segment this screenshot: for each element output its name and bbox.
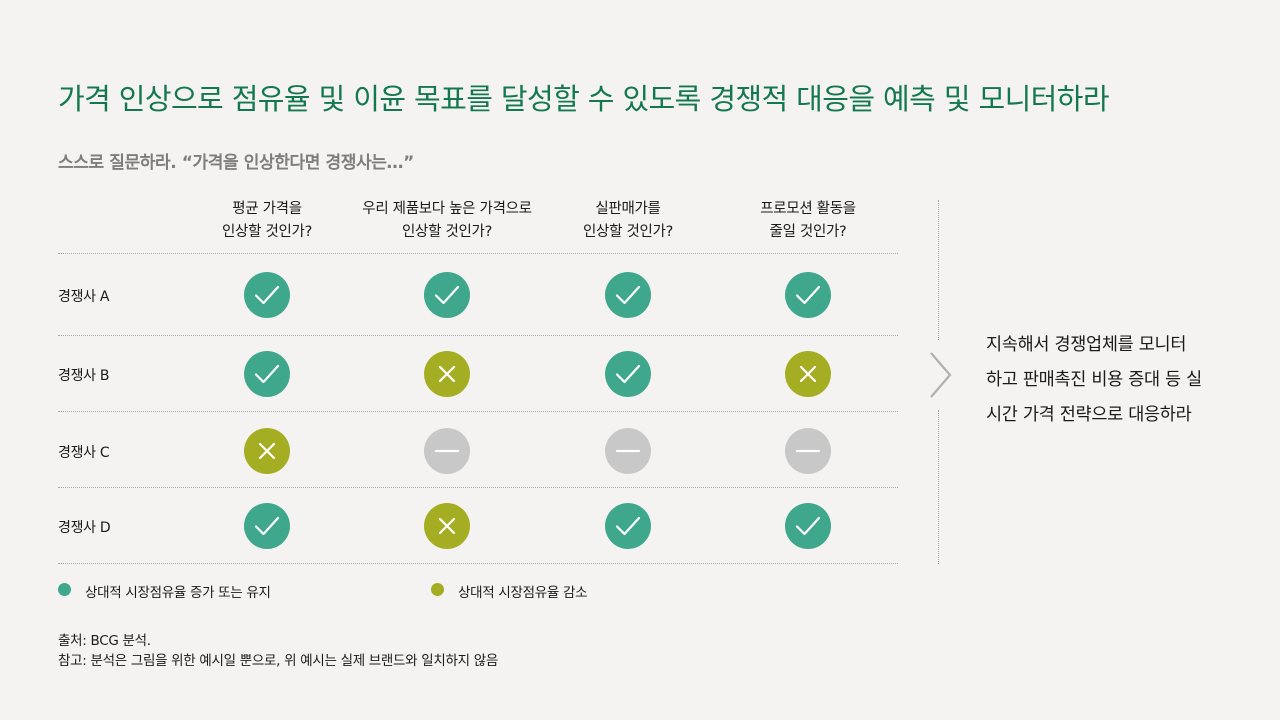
conclusion-line-1: 지속해서 경쟁업체를 모니터: [986, 335, 1187, 355]
check-icon: [244, 351, 290, 397]
column-header-line-1: 평균 가격을: [232, 201, 302, 217]
page-subtitle: 스스로 질문하라. “가격을 인상한다면 경쟁사는…”: [58, 153, 414, 173]
chevron-right-icon: [930, 352, 952, 398]
vertical-divider-top: [938, 200, 939, 340]
row-label-1: 경쟁사 A: [58, 289, 110, 305]
vertical-divider-bottom: [938, 410, 939, 564]
column-header-line-2: 줄일 것인가?: [769, 224, 847, 240]
row-label-3: 경쟁사 C: [58, 445, 110, 461]
row-label-2: 경쟁사 B: [58, 368, 110, 384]
row-divider: [58, 487, 898, 488]
column-header-line-1: 실판매가를: [595, 201, 661, 217]
row-divider: [58, 563, 898, 564]
row-divider: [58, 335, 898, 336]
column-header-line-2: 인상할 것인가?: [222, 224, 312, 240]
check-icon: [605, 351, 651, 397]
legend-dot-increase: [58, 583, 71, 596]
check-icon: [605, 503, 651, 549]
column-header-line-1: 프로모션 활동을: [760, 201, 856, 217]
check-icon: [244, 272, 290, 318]
legend-label-decrease: 상대적 시장점유율 감소: [458, 585, 588, 601]
check-icon: [605, 272, 651, 318]
source-note: 출처: BCG 분석.: [58, 633, 151, 649]
check-icon: [424, 272, 470, 318]
row-divider: [58, 411, 898, 412]
check-icon: [785, 503, 831, 549]
dash-icon: [424, 428, 470, 474]
conclusion-line-2: 하고 판매촉진 비용 증대 등 실: [986, 370, 1202, 390]
column-header-line-2: 인상할 것인가?: [402, 224, 492, 240]
conclusion-text: 지속해서 경쟁업체를 모니터 하고 판매촉진 비용 증대 등 실 시간 가격 전…: [986, 328, 1236, 433]
row-label-4: 경쟁사 D: [58, 520, 111, 536]
cross-icon: [424, 351, 470, 397]
cross-icon: [244, 428, 290, 474]
check-icon: [244, 503, 290, 549]
cross-icon: [424, 503, 470, 549]
legend-dot-decrease: [431, 583, 444, 596]
conclusion-line-3: 시간 가격 전략으로 대응하라: [986, 405, 1192, 425]
cross-icon: [785, 351, 831, 397]
legend-label-increase: 상대적 시장점유율 증가 또는 유지: [85, 585, 271, 601]
column-header-line-2: 인상할 것인가?: [583, 224, 673, 240]
row-divider: [58, 253, 898, 254]
disclaimer-note: 참고: 분석은 그림을 위한 예시일 뿐으로, 위 예시는 실제 브랜드와 일치…: [58, 653, 498, 669]
page-title: 가격 인상으로 점유율 및 이윤 목표를 달성할 수 있도록 경쟁적 대응을 예…: [58, 82, 1110, 116]
dash-icon: [605, 428, 651, 474]
dash-icon: [785, 428, 831, 474]
column-header-line-1: 우리 제품보다 높은 가격으로: [362, 201, 532, 217]
check-icon: [785, 272, 831, 318]
